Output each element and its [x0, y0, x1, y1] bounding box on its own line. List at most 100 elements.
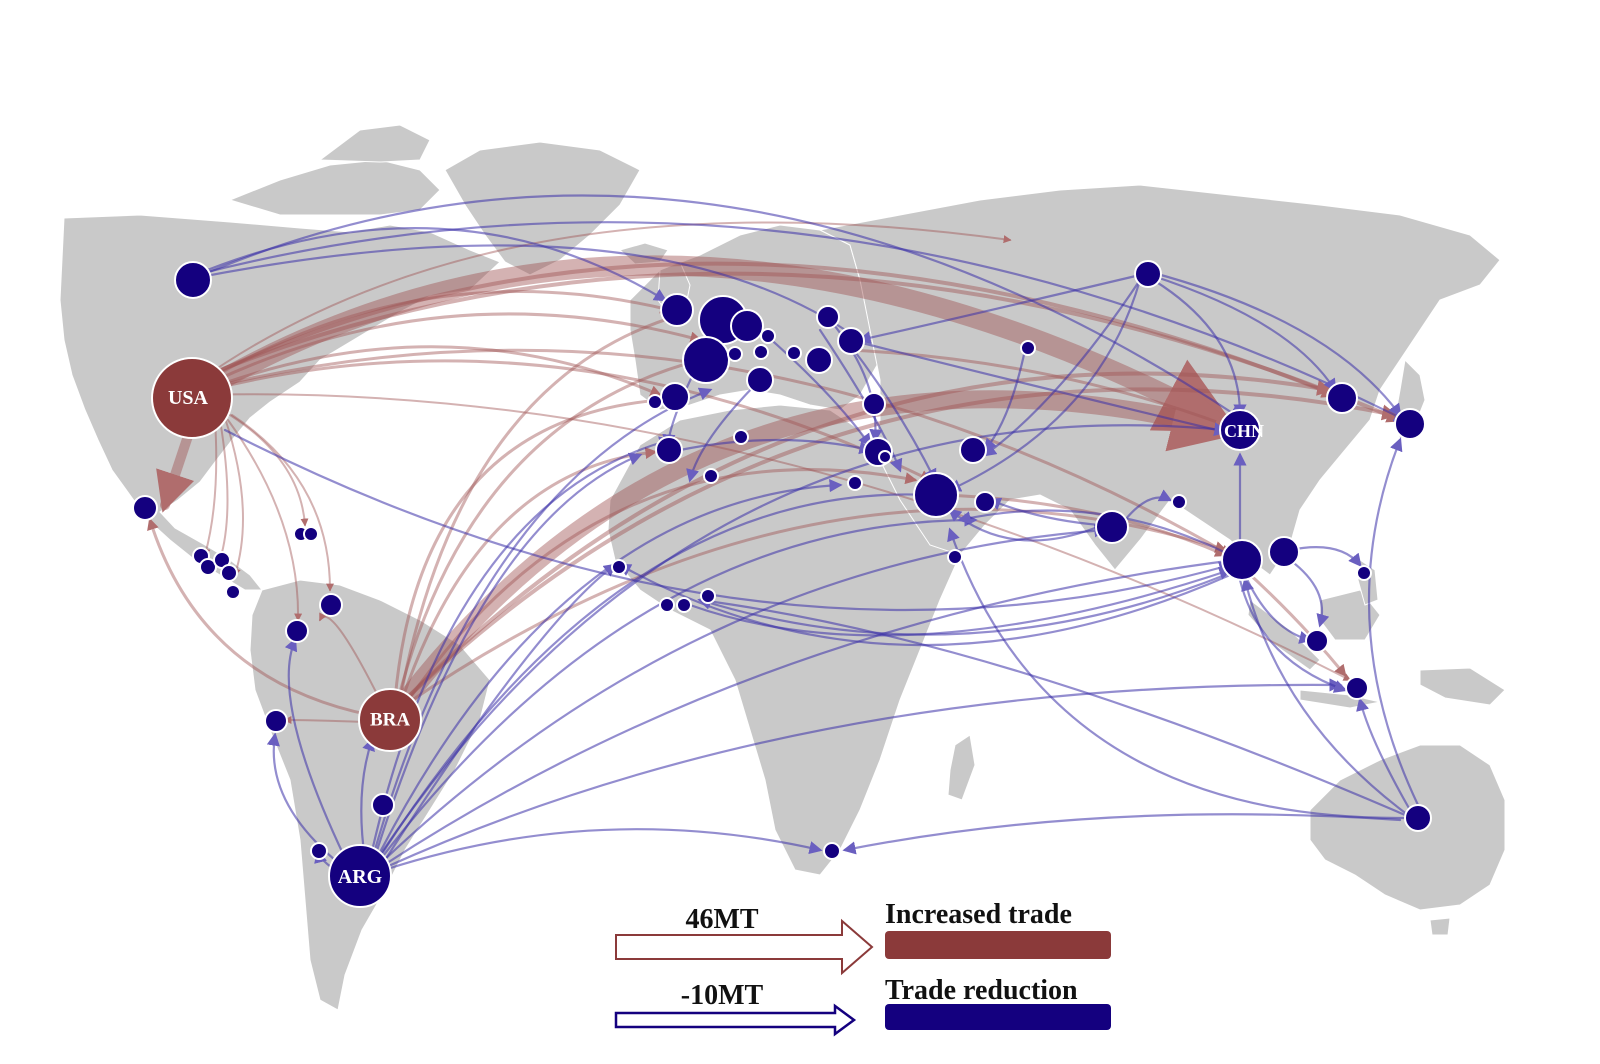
- flow-usa-irn: [198, 359, 933, 482]
- legend-reduction-value: -10MT: [681, 980, 764, 1011]
- node-wafr-2[interactable]: [676, 597, 692, 613]
- node-ca-5[interactable]: [225, 584, 241, 600]
- node-senegal[interactable]: [611, 559, 627, 575]
- node-colombia[interactable]: [285, 619, 309, 643]
- node-indonesia[interactable]: [1345, 676, 1369, 700]
- node-germany[interactable]: [730, 309, 764, 343]
- flow-aus-mideast: [947, 527, 1407, 820]
- flow-bra-jpn: [403, 387, 1399, 702]
- node-canada[interactable]: [174, 261, 212, 299]
- flow-sea-phi: [1288, 546, 1362, 568]
- flow-rus-sau: [982, 278, 1142, 457]
- label-chn: CHN: [1224, 421, 1264, 441]
- flow-usa-sea-blue: [223, 428, 1233, 612]
- node-saudi[interactable]: [959, 436, 987, 464]
- flow-vnm-mys: [1288, 558, 1330, 628]
- legend-increase-label: Increased trade: [885, 899, 1072, 930]
- flow-usa-col: [227, 419, 303, 622]
- node-portugal[interactable]: [647, 394, 663, 410]
- node-thailand[interactable]: [1221, 539, 1263, 581]
- flow-aus-saf: [842, 813, 1402, 855]
- node-france[interactable]: [682, 336, 730, 384]
- node-wafr-1[interactable]: [659, 597, 675, 613]
- flow-arg-sea: [382, 554, 1238, 867]
- node-russia[interactable]: [1134, 260, 1162, 288]
- flow-usa-ca3: [224, 417, 244, 577]
- flow-rus-irn: [947, 278, 1142, 492]
- node-mexico[interactable]: [132, 495, 158, 521]
- flow-arg-chn: [378, 422, 1228, 857]
- node-israel[interactable]: [878, 450, 892, 464]
- flow-usa-eur-top: [199, 221, 1012, 381]
- node-yemen[interactable]: [947, 549, 963, 565]
- flow-usa-eur1: [198, 290, 673, 387]
- legend-reduction-label: Trade reduction: [885, 975, 1078, 1006]
- flow-arg-saf: [382, 828, 823, 872]
- flow-usa-ca2: [218, 419, 229, 562]
- land-layer: [59, 124, 1506, 1011]
- node-poland[interactable]: [816, 305, 840, 329]
- node-australia[interactable]: [1404, 804, 1432, 832]
- land-madagascar: [947, 734, 976, 801]
- node-india[interactable]: [1095, 510, 1129, 544]
- legend-increase-value: 46MT: [685, 904, 758, 935]
- node-spain[interactable]: [660, 382, 690, 412]
- flow-can-kaz: [193, 244, 863, 342]
- flow-aus-jpn: [1367, 437, 1420, 807]
- node-czech[interactable]: [760, 328, 776, 344]
- node-usa[interactable]: [151, 357, 233, 439]
- label-usa: USA: [168, 387, 209, 409]
- land-africa: [607, 404, 961, 876]
- node-kazakhstan[interactable]: [1020, 340, 1036, 356]
- node-egypt[interactable]: [847, 475, 863, 491]
- node-algeria[interactable]: [733, 429, 749, 445]
- node-nigeria[interactable]: [700, 588, 716, 604]
- flow-eur-mideast2: [848, 343, 937, 483]
- node-turkey[interactable]: [862, 392, 886, 416]
- node-bangladesh[interactable]: [1171, 494, 1187, 510]
- flow-ind-ban: [1123, 489, 1173, 522]
- node-malaysia[interactable]: [1305, 629, 1329, 653]
- node-philippines[interactable]: [1356, 565, 1372, 581]
- node-romania[interactable]: [805, 346, 833, 374]
- node-austria[interactable]: [753, 344, 769, 360]
- node-uruguay[interactable]: [371, 793, 395, 817]
- node-vietnam[interactable]: [1268, 536, 1300, 568]
- flow-aus-idn: [1356, 697, 1412, 812]
- node-chn[interactable]: [1219, 409, 1261, 451]
- node-bra[interactable]: [358, 688, 422, 752]
- flow-arg-ind: [380, 524, 1108, 864]
- flow-wafr-ind: [688, 567, 1233, 637]
- flow-arg-wafr: [383, 563, 618, 862]
- flow-sea-wafr2: [697, 573, 1227, 636]
- legend-increase-swatch: [885, 931, 1111, 959]
- node-switzerland[interactable]: [727, 346, 743, 362]
- node-ca-2[interactable]: [199, 558, 217, 576]
- land-arctic-islands-east: [318, 124, 431, 163]
- node-ukraine[interactable]: [837, 327, 865, 355]
- node-south-africa[interactable]: [823, 842, 841, 860]
- flow-usa-ca1: [202, 419, 218, 557]
- flow-arg-eur1: [368, 436, 673, 862]
- node-venezuela[interactable]: [319, 593, 343, 617]
- node-morocco[interactable]: [655, 436, 683, 464]
- node-korea[interactable]: [1326, 382, 1358, 414]
- node-caribbean-2[interactable]: [303, 526, 319, 542]
- node-chile[interactable]: [310, 842, 328, 860]
- node-pakistan[interactable]: [974, 491, 996, 513]
- node-uk[interactable]: [660, 293, 694, 327]
- legend-increase-arrow: [615, 918, 874, 976]
- node-japan[interactable]: [1394, 408, 1426, 440]
- flow-usa-ven: [231, 414, 334, 592]
- flow-eur-chn2: [848, 338, 1228, 436]
- node-hungary[interactable]: [786, 345, 802, 361]
- node-arg[interactable]: [328, 844, 392, 908]
- node-italy[interactable]: [746, 366, 774, 394]
- flow-arg-sau: [378, 513, 978, 862]
- node-iran[interactable]: [913, 472, 959, 518]
- node-peru[interactable]: [264, 709, 288, 733]
- flow-usa-mex: [156, 425, 195, 513]
- node-ca-4[interactable]: [220, 564, 238, 582]
- node-libya[interactable]: [703, 468, 719, 484]
- flow-usa-eur2: [198, 312, 703, 390]
